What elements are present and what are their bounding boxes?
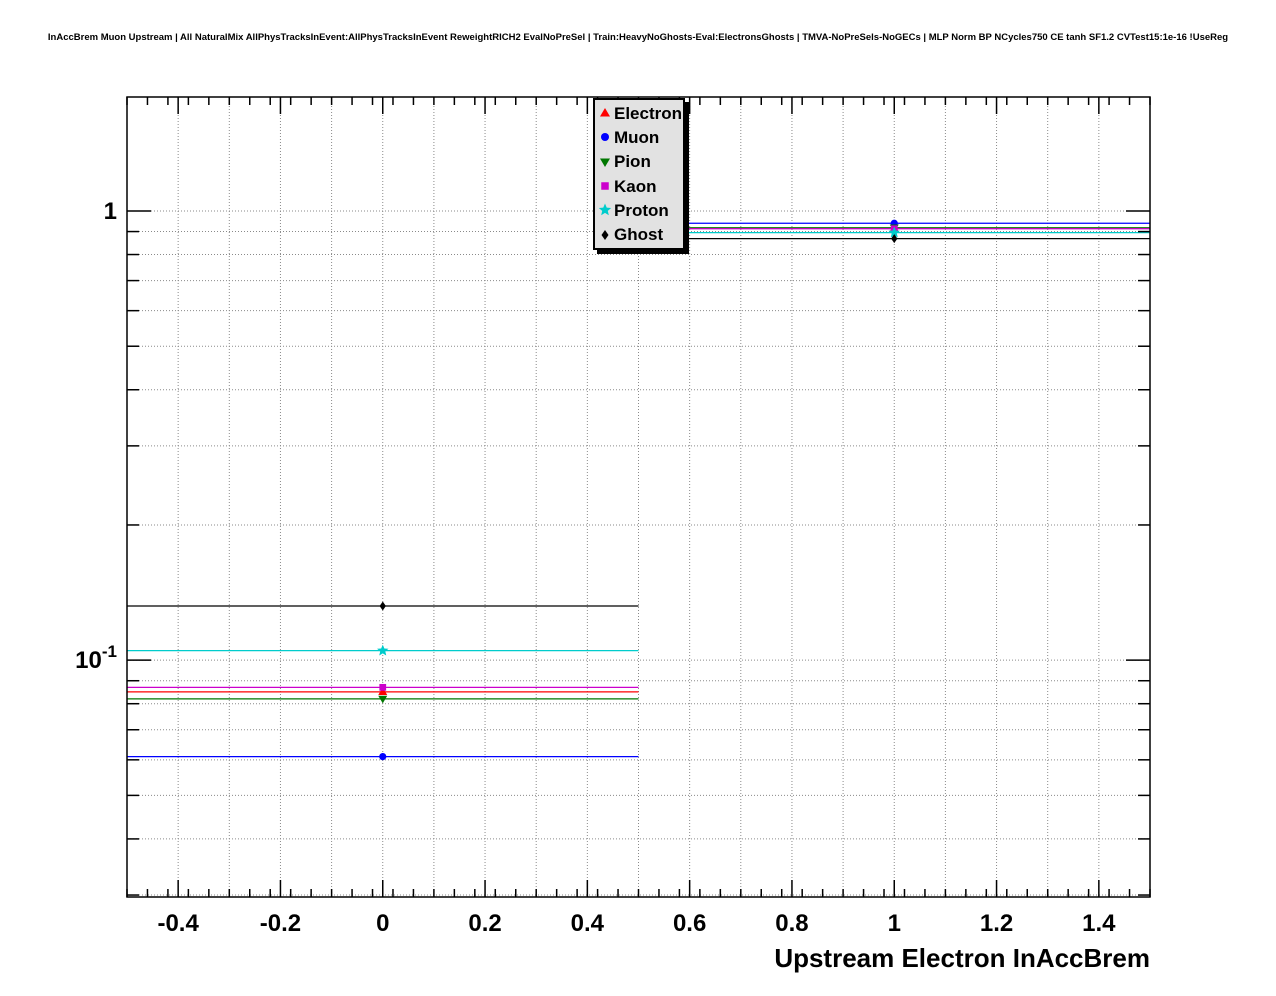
legend-label: Proton [614, 200, 669, 220]
x-tick-label: 0.8 [775, 910, 808, 937]
legend: Electron Muon Pion Kaon Proton Ghost [593, 98, 685, 250]
triangle-down-marker-icon [600, 158, 610, 167]
data-series [127, 219, 1150, 761]
x-tick-label: 1.2 [980, 910, 1013, 937]
square-marker-icon [601, 182, 609, 190]
gridlines [127, 97, 1150, 897]
x-tick-label: 1.4 [1082, 910, 1116, 937]
legend-entry-pion: Pion [598, 153, 683, 170]
legend-label: Electron [614, 103, 683, 123]
plot-title: InAccBrem Muon Upstream | All NaturalMix… [47, 32, 1229, 43]
x-axis-title: Upstream Electron InAccBrem [774, 943, 1150, 973]
star-marker-icon [598, 203, 612, 216]
x-tick-label: 0 [376, 910, 389, 937]
triangle-up-marker-icon [600, 108, 610, 117]
y-tick-label: 10-1 [75, 642, 117, 674]
y-tick-label: 1 [104, 198, 117, 225]
x-tick-label: 0.6 [673, 910, 706, 937]
legend-label: Muon [614, 127, 660, 147]
legend-entry-ghost: Ghost [598, 226, 683, 243]
circle-marker-icon [601, 133, 609, 142]
axis-labels: -0.4 -0.2 0 0.2 0.4 0.6 0.8 1 1.2 1.4 1 10-1 Upstrea… [75, 198, 1150, 973]
legend-label: Kaon [614, 176, 657, 196]
x-tick-label: -0.4 [157, 910, 199, 937]
x-tick-label: 0.2 [468, 910, 501, 937]
x-tick-label: -0.2 [260, 910, 301, 937]
x-tick-label: 0.4 [571, 910, 605, 937]
legend-label: Ghost [614, 225, 664, 245]
diamond-marker-icon [601, 229, 609, 240]
legend-entry-proton: Proton [598, 202, 683, 219]
x-tick-label: 1 [888, 910, 901, 937]
legend-label: Pion [614, 152, 651, 172]
legend-entry-kaon: Kaon [598, 178, 683, 195]
legend-entry-electron: Electron [598, 105, 683, 122]
legend-entry-muon: Muon [598, 129, 683, 146]
